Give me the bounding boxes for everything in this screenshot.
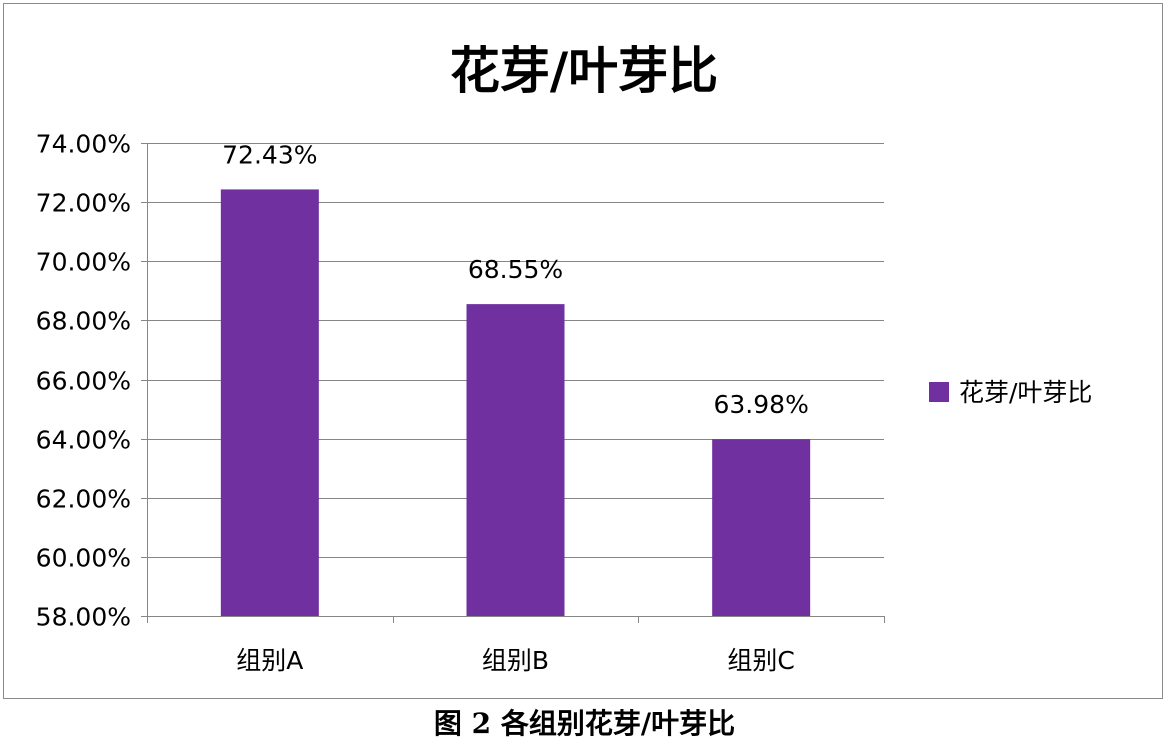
- y-tick-label: 64.00%: [36, 426, 131, 455]
- chart-title: 花芽/叶芽比: [450, 42, 718, 100]
- data-label: 72.43%: [222, 140, 317, 169]
- bar: [712, 439, 811, 616]
- y-tick-labels: 58.00% 60.00% 62.00% 64.00% 66.00% 68.00% 70.0…: [36, 130, 131, 632]
- y-tick-label: 70.00%: [36, 248, 131, 277]
- axes: [141, 143, 885, 623]
- chart-area: 花芽/叶芽比 58.00% 60.00% 62.00% 64.00% 66.00% 68.…: [3, 3, 1163, 699]
- data-label: 68.55%: [468, 255, 563, 284]
- y-tick-label: 60.00%: [36, 544, 131, 573]
- bar: [220, 189, 319, 616]
- y-tick-label: 68.00%: [36, 307, 131, 336]
- bar: [466, 304, 565, 616]
- x-tick-labels: 组别A 组别B 组别C: [236, 646, 795, 675]
- figure-caption: 图 2 各组别花芽/叶芽比: [433, 707, 736, 740]
- y-tick-label: 62.00%: [36, 485, 131, 514]
- bars: [220, 189, 811, 616]
- bar-chart: 花芽/叶芽比 58.00% 60.00% 62.00% 64.00% 66.00% 68.…: [36, 42, 1093, 675]
- y-tick-label: 58.00%: [36, 603, 131, 632]
- legend-label: 花芽/叶芽比: [959, 378, 1092, 407]
- legend: 花芽/叶芽比: [929, 378, 1092, 407]
- x-tick-label: 组别B: [482, 646, 549, 675]
- y-tick-label: 74.00%: [36, 130, 131, 159]
- y-tick-label: 66.00%: [36, 367, 131, 396]
- data-label: 63.98%: [714, 390, 809, 419]
- legend-swatch: [929, 382, 949, 402]
- x-tick-label: 组别C: [727, 646, 794, 675]
- data-labels: 72.43% 68.55% 63.98%: [222, 140, 809, 419]
- x-tick-label: 组别A: [236, 646, 303, 675]
- y-tick-label: 72.00%: [36, 189, 131, 218]
